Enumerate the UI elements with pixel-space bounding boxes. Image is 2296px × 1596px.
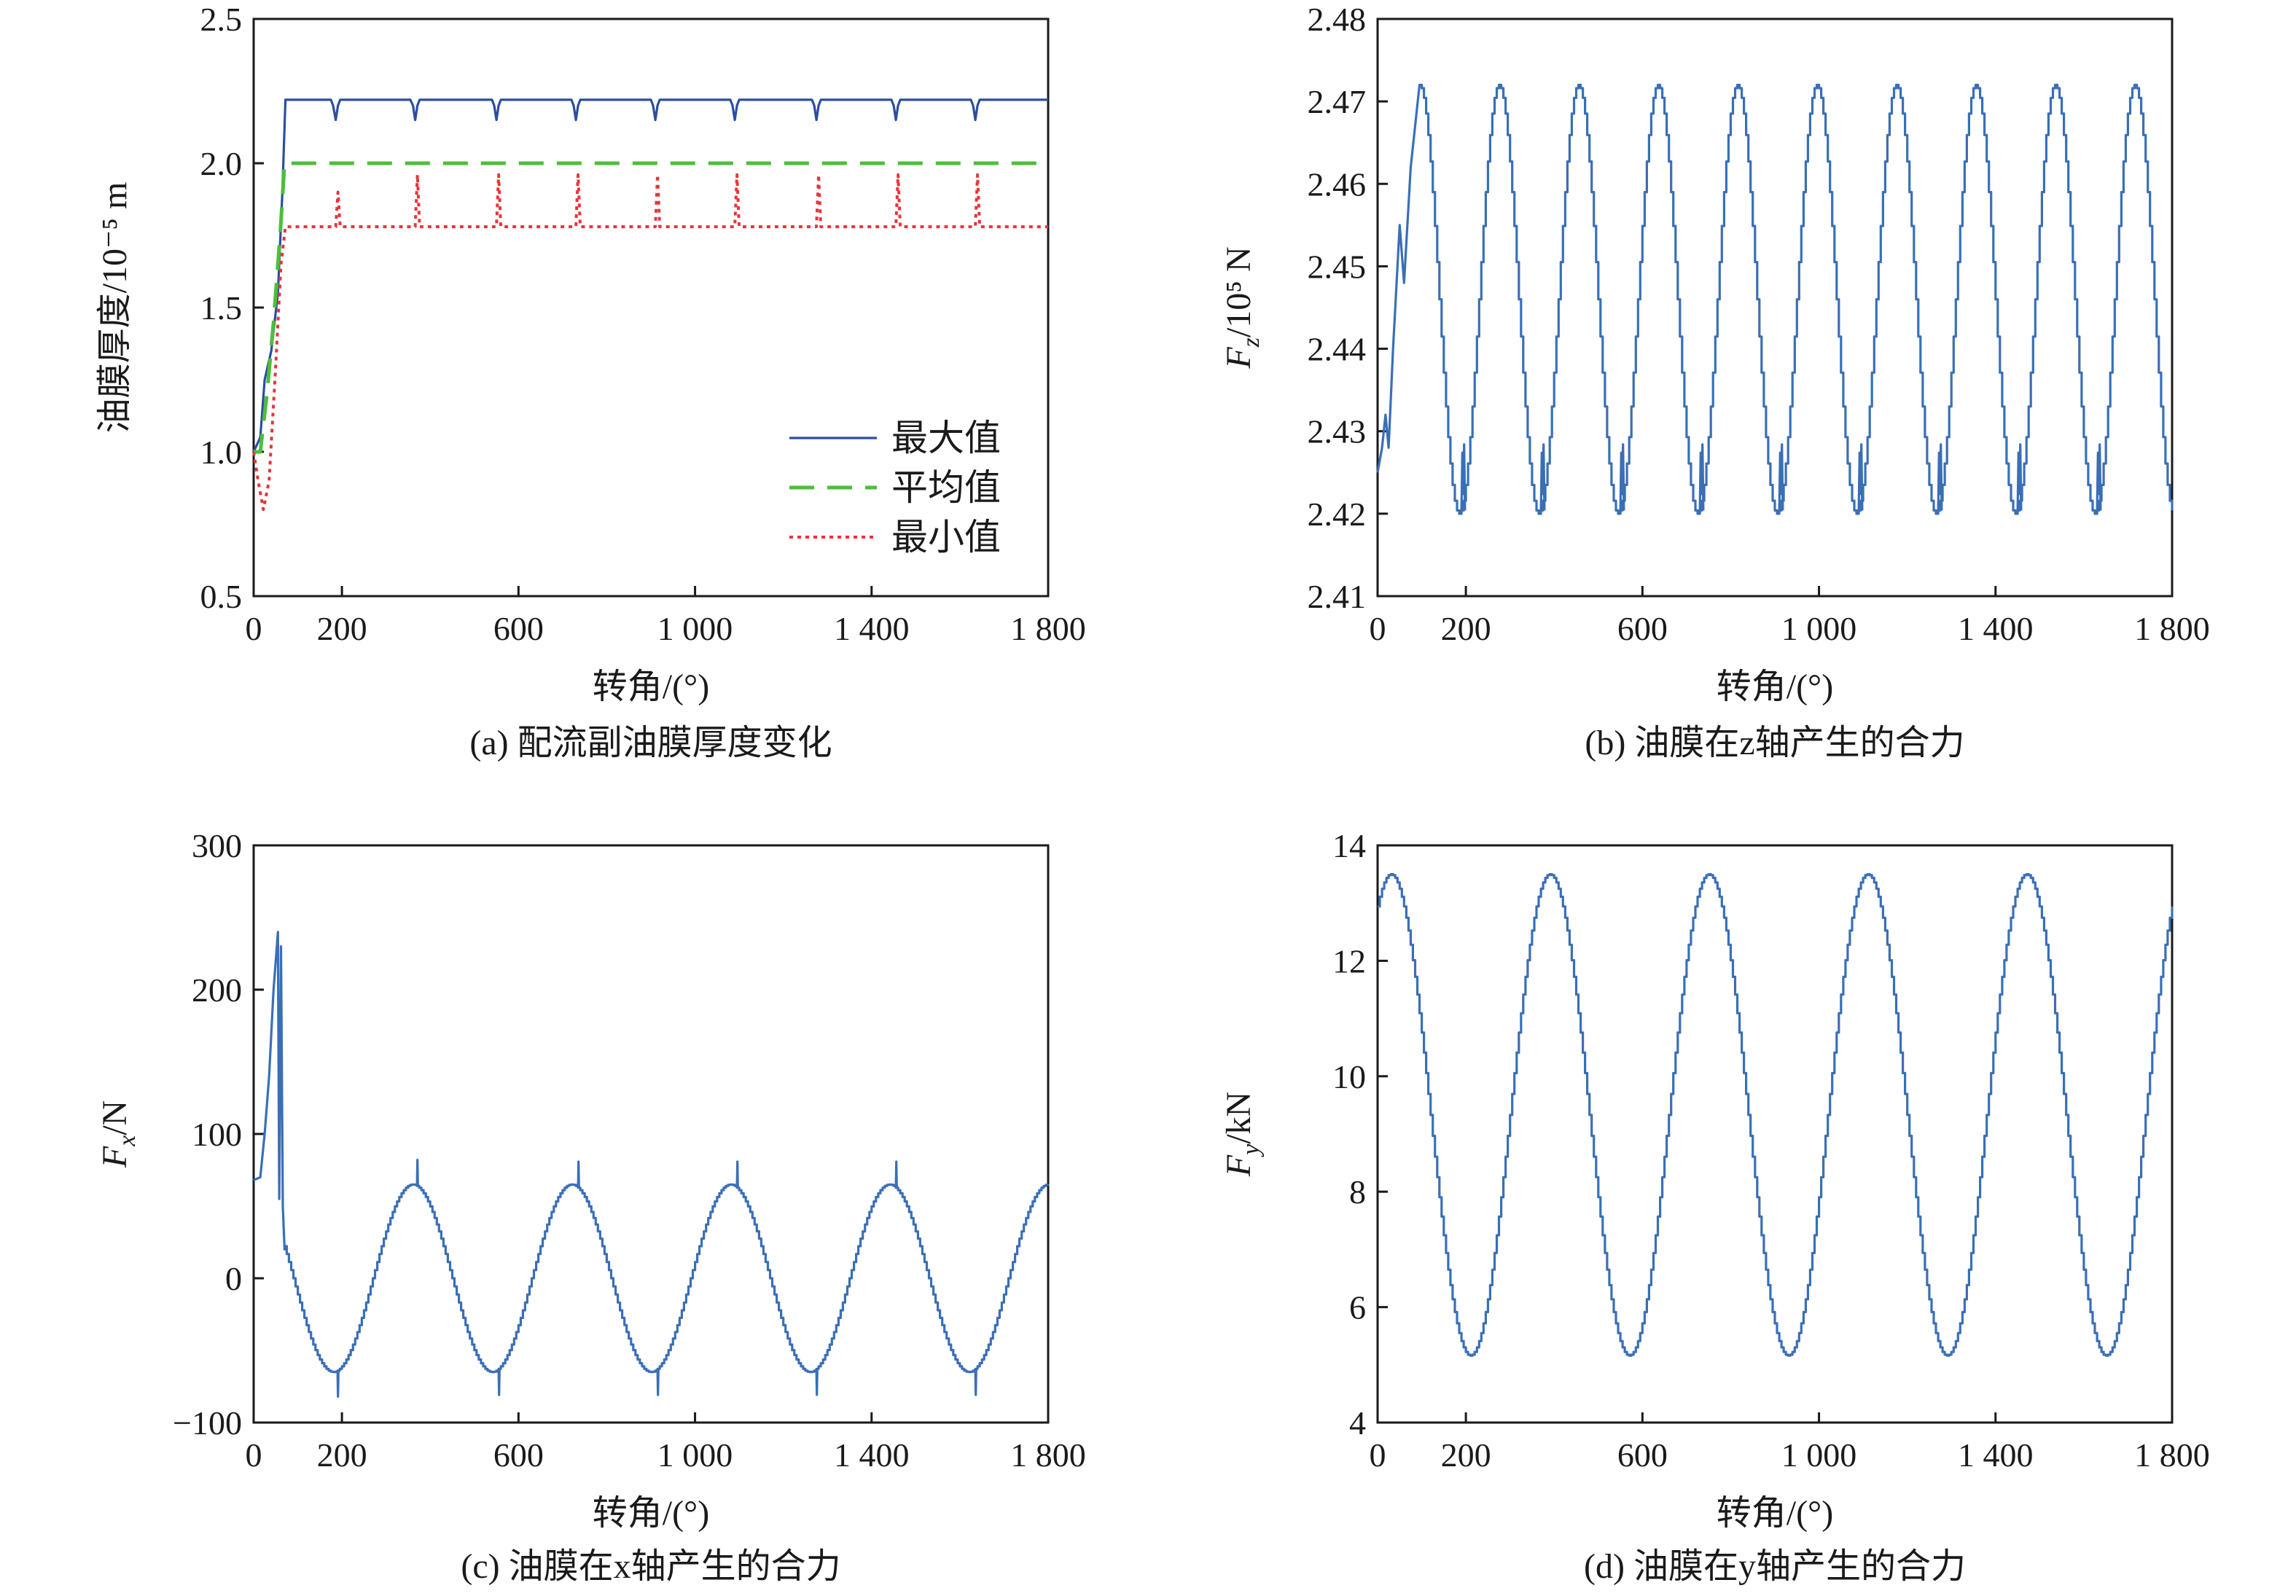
- panel-caption: (c) 油膜在x轴产生的合力: [461, 1547, 840, 1586]
- x-tick-label: 600: [1617, 610, 1668, 647]
- y-tick-label: 2.48: [1308, 1, 1367, 38]
- spike-mark: [1619, 443, 1625, 511]
- x-tick-label: 600: [1617, 1436, 1668, 1474]
- spike-mark: [1698, 443, 1705, 511]
- plot-frame: [1376, 17, 2174, 598]
- x-tick-label: 1 000: [657, 610, 733, 647]
- x-tick-label: 0: [246, 1436, 262, 1474]
- spike-mark: [1539, 443, 1546, 511]
- x-tick-label: 1 800: [2134, 1436, 2210, 1474]
- plot-frame: [1376, 844, 2174, 1424]
- y-tick-label: 2.0: [200, 145, 243, 182]
- series-line-1: [252, 98, 1048, 453]
- panel-b-chart: 0 200 600 1 000 1 400 1 800 2.41 2.42 2.43 2.44 2.…: [1219, 1, 2210, 762]
- spike-mark: [815, 1369, 819, 1396]
- x-tick-label: 0: [246, 610, 262, 647]
- x-tick-label: 1 800: [1010, 610, 1086, 647]
- panel-caption: (b) 油膜在z轴产生的合力: [1585, 724, 1964, 762]
- spike-mark: [336, 1370, 340, 1399]
- spike-mark: [1857, 443, 1864, 511]
- y-tick-label: −100: [173, 1404, 242, 1442]
- x-axis-label: 转角/(°): [1717, 668, 1834, 706]
- y-tick-label: 2.45: [1308, 248, 1367, 285]
- panel-caption: (a) 配流副油膜厚度变化: [469, 724, 832, 762]
- x-tick-label: 1 800: [2134, 610, 2210, 647]
- x-tick-label: 1 000: [1781, 1436, 1857, 1474]
- legend-label: 最小值: [891, 517, 1001, 558]
- y-tick-label: 6: [1349, 1289, 1366, 1326]
- series-line-3: [252, 173, 1048, 512]
- x-axis-label: 转角/(°): [593, 668, 710, 706]
- x-axis-label: 转角/(°): [1717, 1494, 1834, 1533]
- spike-mark: [577, 1160, 580, 1188]
- x-tick-label: 1 400: [834, 1436, 910, 1474]
- y-tick-label: 2.44: [1308, 331, 1367, 368]
- y-tick-label: 1.0: [200, 434, 243, 471]
- y-tick-label: 2.46: [1308, 165, 1367, 203]
- legend-label: 平均值: [891, 467, 1001, 508]
- y-axis-label: 油膜厚度/10⁻⁵ m: [95, 182, 134, 434]
- x-tick-label: 1 400: [834, 610, 910, 647]
- y-tick-label: 2.41: [1308, 578, 1367, 615]
- x-tick-label: 1 000: [657, 1436, 733, 1474]
- y-tick-label: 4: [1349, 1404, 1366, 1442]
- spike-mark: [2096, 443, 2102, 511]
- y-tick-label: 1.5: [200, 289, 243, 326]
- panel-a-chart: 0 200 600 1 000 1 400 1 800 0.5 1.0 1.5 2.0 2.5 转角/…: [95, 1, 1086, 762]
- series-line-fy: [1378, 872, 2174, 1357]
- spike-mark: [1937, 443, 1943, 511]
- x-tick-label: 0: [1370, 1436, 1386, 1474]
- y-tick-label: 0: [225, 1260, 242, 1297]
- y-tick-label: 100: [192, 1116, 242, 1153]
- panel-d-chart: 0 200 600 1 000 1 400 1 800 4 6 8 10 12 14 转角/(°) (d)…: [1219, 827, 2210, 1586]
- spike-mark: [1778, 443, 1784, 511]
- spike-mark: [735, 1160, 739, 1188]
- y-tick-label: 2.47: [1308, 83, 1367, 120]
- x-tick-label: 200: [1441, 1436, 1491, 1474]
- x-tick-label: 200: [317, 610, 367, 647]
- y-axis-label: Fy/kN: [1219, 1092, 1265, 1177]
- panel-c-chart: 0 200 600 1 000 1 400 1 800−1000100200300转角/(…: [95, 827, 1086, 1586]
- series-line-fx: [253, 931, 1050, 1374]
- series-line-fz: [1376, 83, 2174, 515]
- y-tick-label: 14: [1332, 827, 1366, 864]
- x-tick-label: 1 000: [1781, 610, 1857, 647]
- spike-mark: [974, 1369, 977, 1396]
- x-tick-label: 600: [493, 1436, 544, 1474]
- x-tick-label: 200: [1441, 610, 1491, 647]
- spike-mark: [415, 1158, 419, 1186]
- plot-frame: [252, 844, 1050, 1424]
- y-axis-label: Fx/N: [95, 1100, 141, 1168]
- y-tick-label: 2.42: [1308, 496, 1367, 533]
- spike-mark: [1460, 443, 1467, 511]
- spike-mark: [656, 1369, 660, 1396]
- y-tick-label: 300: [192, 827, 242, 864]
- spike-mark: [2016, 443, 2023, 511]
- x-tick-label: 1 400: [1958, 1436, 2034, 1474]
- y-tick-label: 0.5: [200, 578, 243, 615]
- y-tick-label: 200: [192, 971, 242, 1009]
- spike-mark: [894, 1160, 898, 1188]
- x-tick-label: 1 400: [1958, 610, 2034, 647]
- y-tick-label: 12: [1332, 942, 1366, 979]
- y-tick-label: 8: [1349, 1173, 1366, 1210]
- y-axis-label: Fz/10⁵ N: [1219, 246, 1265, 369]
- series-line-2: [254, 161, 1048, 454]
- y-tick-label: 10: [1332, 1058, 1366, 1095]
- x-axis-label: 转角/(°): [593, 1494, 710, 1533]
- panel-caption: (d) 油膜在y轴产生的合力: [1584, 1547, 1966, 1586]
- y-tick-label: 2.43: [1308, 413, 1367, 450]
- x-tick-label: 1 800: [1010, 1436, 1086, 1474]
- x-tick-label: 200: [317, 1436, 367, 1474]
- x-tick-label: 0: [1370, 610, 1386, 647]
- plot-frame: [252, 17, 1050, 598]
- x-tick-label: 600: [493, 610, 544, 647]
- y-tick-label: 2.5: [200, 1, 243, 38]
- legend-label: 最大值: [891, 418, 1001, 458]
